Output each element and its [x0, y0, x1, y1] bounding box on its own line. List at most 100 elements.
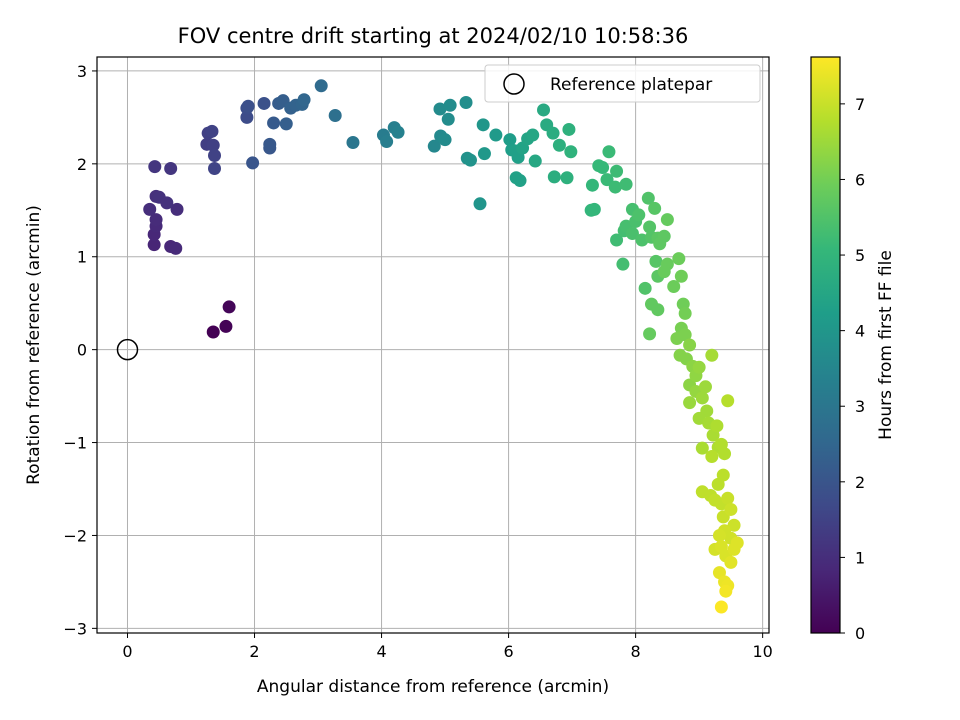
- data-point: [600, 173, 614, 187]
- x-tick-label: 8: [631, 642, 641, 661]
- colorbar-tick-label: 6: [855, 170, 865, 189]
- y-tick-label: 2: [77, 155, 87, 174]
- x-tick-label: 2: [249, 642, 259, 661]
- data-point: [721, 491, 735, 505]
- data-point: [727, 518, 741, 532]
- data-point: [667, 279, 681, 293]
- grid-lines: [97, 57, 769, 633]
- y-tick-label: −2: [63, 526, 87, 545]
- data-point: [208, 148, 222, 162]
- legend-label: Reference platepar: [550, 75, 712, 95]
- data-point: [672, 252, 686, 266]
- data-point: [721, 394, 735, 408]
- data-point: [651, 303, 665, 317]
- y-axis-ticks: −3 −2 −1 0 1 2 3: [63, 62, 97, 638]
- data-point: [657, 229, 671, 243]
- data-point: [678, 328, 692, 342]
- legend-box: [484, 64, 761, 103]
- data-point: [610, 164, 624, 178]
- data-point: [724, 555, 738, 569]
- y-tick-label: −3: [63, 619, 87, 638]
- data-point: [528, 154, 542, 168]
- x-tick-label: 0: [122, 642, 132, 661]
- y-tick-label: 3: [77, 62, 87, 81]
- data-point: [257, 96, 271, 110]
- data-point: [346, 135, 360, 149]
- data-point: [657, 265, 671, 279]
- data-point: [610, 233, 624, 247]
- x-axis-ticks: 0 2 4 6 8 10: [122, 633, 773, 661]
- data-point: [641, 191, 655, 205]
- data-point: [526, 128, 540, 142]
- data-point: [660, 213, 674, 227]
- data-point: [562, 122, 576, 136]
- data-point: [552, 138, 566, 152]
- y-axis-label: Rotation from reference (arcmin): [24, 205, 44, 485]
- data-point: [279, 117, 293, 131]
- colorbar-label: Hours from first FF file: [876, 250, 896, 440]
- colorbar-tick-label: 2: [855, 473, 865, 492]
- data-point: [170, 202, 184, 216]
- data-point: [219, 319, 233, 333]
- data-point: [596, 161, 610, 175]
- data-point: [143, 202, 157, 216]
- data-point: [546, 126, 560, 140]
- data-point: [443, 98, 457, 112]
- data-point: [222, 300, 236, 314]
- data-point: [695, 391, 709, 405]
- data-point: [602, 145, 616, 159]
- colorbar-ticks: 0 1 2 3 4 5 6 7: [840, 95, 865, 643]
- colorbar-tick-label: 4: [855, 322, 865, 341]
- data-point: [692, 360, 706, 374]
- plot-frame: [96, 56, 770, 634]
- data-point: [698, 380, 712, 394]
- colorbar-tick-label: 3: [855, 397, 865, 416]
- data-point: [648, 201, 662, 215]
- data-point: [513, 174, 527, 188]
- data-point: [267, 116, 281, 130]
- data-point: [314, 79, 328, 93]
- data-point: [714, 600, 728, 614]
- data-point: [380, 135, 394, 149]
- data-point: [149, 213, 163, 227]
- data-point: [724, 502, 738, 516]
- reference-marker: [116, 338, 139, 361]
- data-point: [240, 110, 254, 124]
- data-point: [328, 109, 342, 123]
- data-point: [719, 584, 733, 598]
- data-point: [616, 257, 630, 271]
- data-point: [246, 156, 260, 170]
- data-point: [206, 138, 220, 152]
- data-point: [649, 254, 663, 268]
- x-tick-label: 6: [503, 642, 513, 661]
- data-point: [683, 338, 697, 352]
- data-point: [547, 170, 561, 184]
- y-tick-label: 1: [77, 248, 87, 267]
- colorbar-tick-label: 1: [855, 548, 865, 567]
- data-point: [164, 161, 178, 175]
- colorbar-tick-label: 0: [855, 624, 865, 643]
- data-point: [730, 536, 744, 550]
- data-point: [560, 171, 574, 185]
- data-point: [683, 396, 697, 410]
- x-tick-label: 4: [376, 642, 386, 661]
- data-point: [169, 241, 183, 255]
- x-tick-label: 10: [752, 642, 772, 661]
- data-point: [718, 447, 732, 461]
- data-point: [208, 161, 222, 175]
- data-point: [297, 93, 311, 107]
- data-point: [643, 220, 657, 234]
- data-point: [438, 133, 452, 147]
- colorbar-tick-label: 7: [855, 95, 865, 114]
- data-point: [148, 160, 162, 174]
- data-point: [625, 227, 639, 241]
- data-point: [632, 208, 646, 222]
- chart-title: FOV centre drift starting at 2024/02/10 …: [178, 24, 689, 48]
- y-tick-label: −1: [63, 434, 87, 453]
- data-point: [241, 99, 255, 113]
- data-point: [489, 128, 503, 142]
- data-point: [473, 197, 487, 211]
- data-point: [427, 139, 441, 153]
- data-point: [433, 102, 447, 116]
